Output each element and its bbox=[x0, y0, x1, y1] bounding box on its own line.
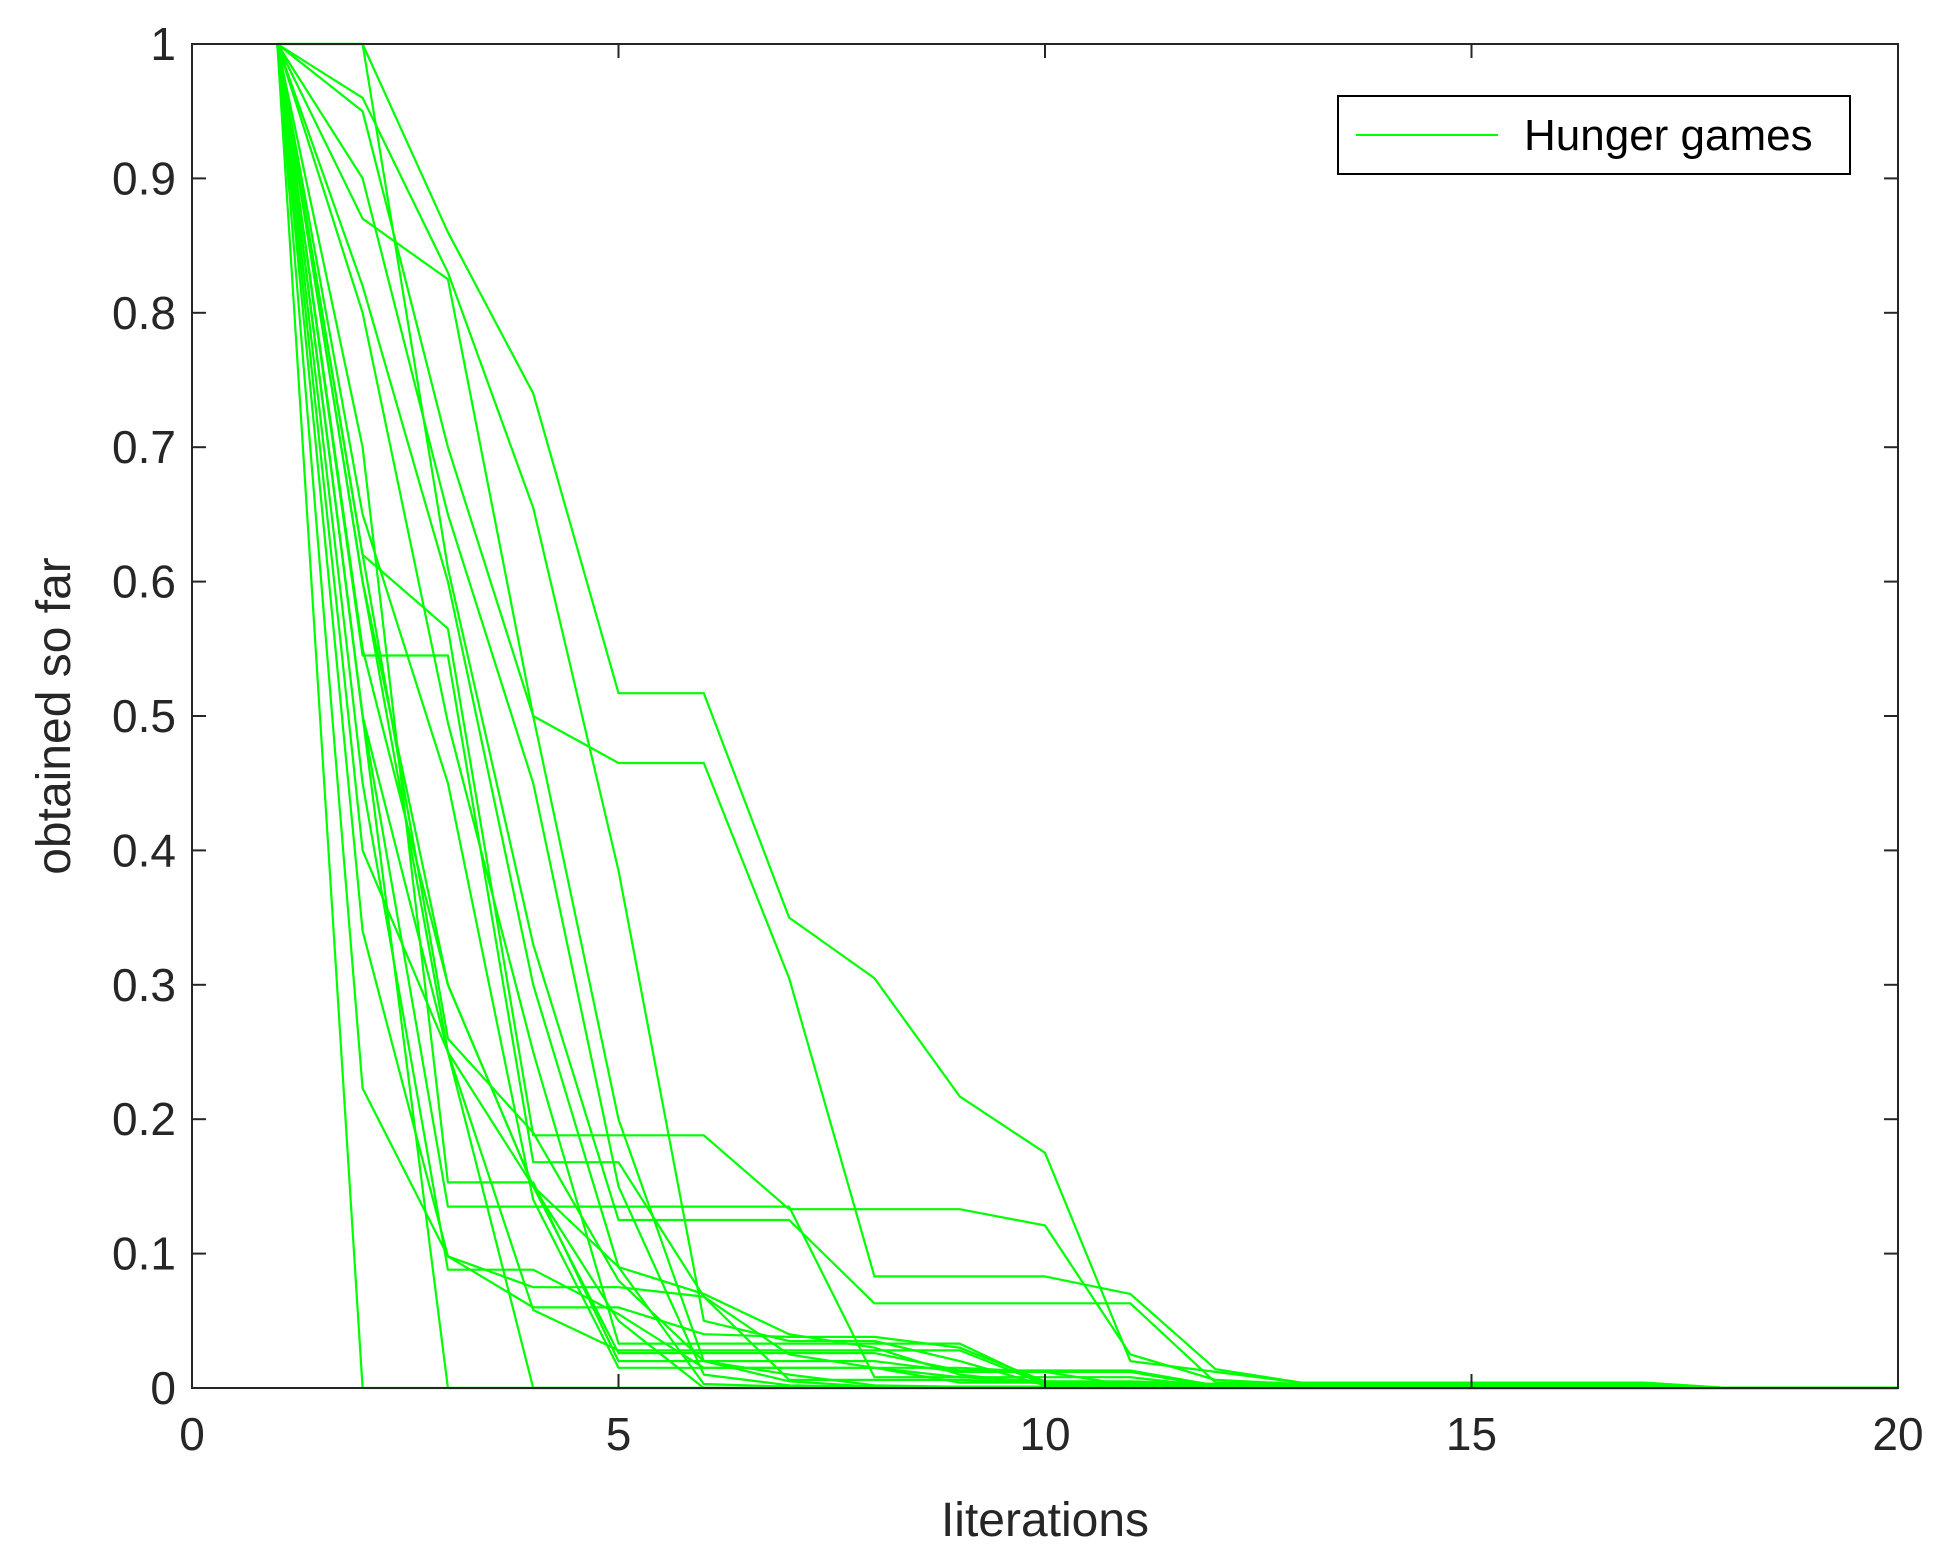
series-line-5 bbox=[276, 43, 1898, 1390]
y-tick-label: 0.8 bbox=[112, 287, 176, 339]
y-tick-label: 0.1 bbox=[112, 1228, 176, 1280]
tick-group: 0 5 10 15 20 0 0.1 0.2 0.3 0.4 0.5 0.6 0.7 0.8 0.9 1 bbox=[112, 18, 1924, 1460]
y-axis-title: obtained so far bbox=[28, 557, 81, 875]
y-tick-label: 0.3 bbox=[112, 959, 176, 1011]
x-tick-label: 15 bbox=[1446, 1408, 1497, 1460]
x-tick-label: 5 bbox=[606, 1408, 632, 1460]
legend-label: Hunger games bbox=[1524, 111, 1813, 160]
series-line-13 bbox=[276, 43, 1898, 1390]
y-tick-label: 0.4 bbox=[112, 824, 176, 876]
x-tick-label: 20 bbox=[1872, 1408, 1923, 1460]
y-tick-label: 0.9 bbox=[112, 152, 176, 204]
x-axis-title: Iiterations bbox=[941, 1494, 1149, 1547]
series-line-20 bbox=[276, 43, 1898, 1390]
y-tick-label: 0.2 bbox=[112, 1093, 176, 1145]
legend: Hunger games bbox=[1337, 95, 1851, 175]
y-tick-label: 0.7 bbox=[112, 421, 176, 473]
y-tick-label: 0 bbox=[150, 1362, 176, 1414]
y-tick-label: 0.6 bbox=[112, 556, 176, 608]
plot-area bbox=[192, 44, 1898, 1388]
x-tick-label: 10 bbox=[1019, 1408, 1070, 1460]
x-tick-label: 0 bbox=[179, 1408, 205, 1460]
y-tick-label: 0.5 bbox=[112, 690, 176, 742]
y-tick-label: 1 bbox=[150, 18, 176, 70]
series-line-3 bbox=[276, 43, 1898, 1390]
